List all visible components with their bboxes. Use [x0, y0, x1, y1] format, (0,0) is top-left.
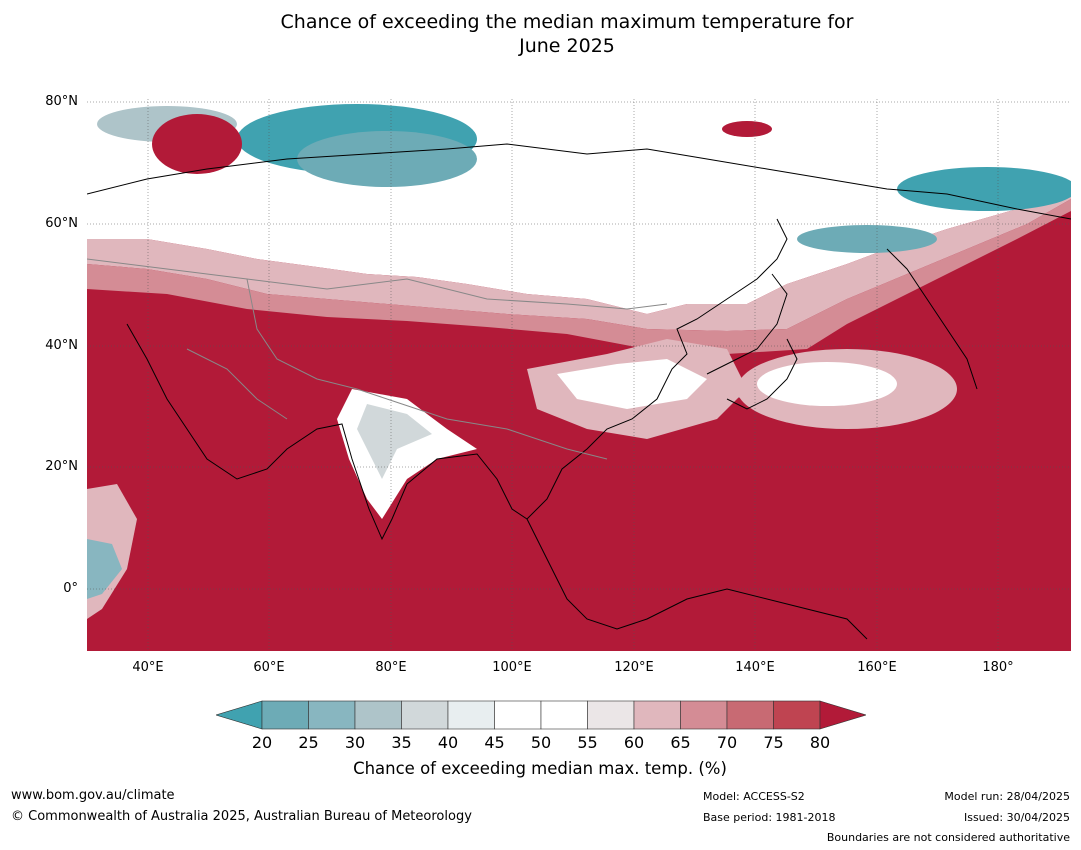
footer-model: Model: ACCESS-S2	[703, 790, 805, 803]
colorbar-tick-35: 35	[391, 733, 412, 752]
lon-label-140e: 140°E	[735, 660, 775, 675]
colorbar-tick-50: 50	[530, 733, 552, 752]
colorbar-label: Chance of exceeding median max. temp. (%…	[353, 759, 727, 778]
colorbar-extend-high	[819, 700, 866, 730]
lon-label-180: 180°	[982, 660, 1014, 675]
blue-patch-west-siberia-light	[297, 131, 477, 187]
colorbar-tick-65: 65	[670, 733, 691, 752]
colorbar-tick-20: 20	[251, 733, 273, 752]
colorbar-cell-70-75	[726, 700, 774, 730]
colorbar-tick-25: 25	[298, 733, 319, 752]
blue-patch-east-siberia	[897, 167, 1071, 211]
lat-label-40n: 40°N	[45, 338, 78, 353]
lat-label-20n: 20°N	[45, 459, 78, 474]
coastlines	[87, 143, 1071, 640]
colorbar-tick-40: 40	[437, 733, 459, 752]
title-line-1: Chance of exceeding the median maximum t…	[280, 11, 854, 33]
footer-copyright: © Commonwealth of Australia 2025, Austra…	[11, 809, 472, 824]
colorbar-tick-30: 30	[344, 733, 366, 752]
colorbar-cell-25-30	[308, 700, 356, 730]
blue-patch-okhotsk	[797, 225, 937, 253]
lat-label-80n: 80°N	[45, 94, 78, 109]
colorbar-tick-80: 80	[809, 733, 831, 752]
country-borders	[87, 258, 668, 460]
colorbar-tick-45: 45	[484, 733, 505, 752]
colorbar	[216, 700, 866, 730]
footer-base-period: Base period: 1981-2018	[703, 811, 836, 824]
east-china-white-core	[557, 359, 707, 409]
colorbar-cell-65-70	[680, 700, 728, 730]
northern-mid-pink-band	[87, 199, 1071, 354]
colorbar-tick-70: 70	[716, 733, 738, 752]
colorbar-tick-60: 60	[623, 733, 645, 752]
colorbar-cell-50-55	[540, 700, 588, 730]
colorbar-cell-20-25	[261, 700, 309, 730]
footer-boundaries: Boundaries are not considered authoritat…	[826, 831, 1070, 844]
probability-map	[86, 98, 1072, 652]
lon-label-100e: 100°E	[492, 660, 532, 675]
africa-blue-patch	[87, 539, 122, 599]
lon-label-40e: 40°E	[132, 660, 164, 675]
lon-label-80e: 80°E	[375, 660, 407, 675]
colorbar-cell-30-35	[354, 700, 402, 730]
colorbar-cell-55-60	[587, 700, 635, 730]
pacific-white-patch	[757, 362, 897, 406]
northern-pale-pink-band	[87, 189, 1071, 331]
colorbar-cell-45-50	[494, 700, 542, 730]
colorbar-cell-40-45	[447, 700, 495, 730]
colorbar-cell-35-40	[401, 700, 449, 730]
lon-label-60e: 60°E	[253, 660, 285, 675]
colorbar-tick-75: 75	[763, 733, 784, 752]
lat-label-0: 0°	[63, 581, 78, 596]
colorbar-cell-75-80	[773, 700, 821, 730]
lon-label-160e: 160°E	[857, 660, 897, 675]
red-patch-arctic-east	[722, 121, 772, 137]
footer-url: www.bom.gov.au/climate	[11, 788, 175, 803]
lon-label-120e: 120°E	[614, 660, 654, 675]
colorbar-extend-low	[216, 700, 263, 730]
colorbar-cells	[216, 700, 866, 730]
colorbar-tick-55: 55	[577, 733, 598, 752]
map-graticule	[87, 99, 1071, 651]
red-patch-scandinavia	[152, 114, 242, 174]
map-title: Chance of exceeding the median maximum t…	[0, 10, 1081, 58]
map-canvas	[87, 99, 1071, 651]
lat-label-60n: 60°N	[45, 216, 78, 231]
colorbar-cell-60-65	[633, 700, 681, 730]
footer-model-run: Model run: 28/04/2025	[944, 790, 1070, 803]
india-pale-blue-core	[357, 404, 432, 479]
footer-issued: Issued: 30/04/2025	[963, 811, 1070, 824]
title-line-2: June 2025	[519, 35, 615, 57]
